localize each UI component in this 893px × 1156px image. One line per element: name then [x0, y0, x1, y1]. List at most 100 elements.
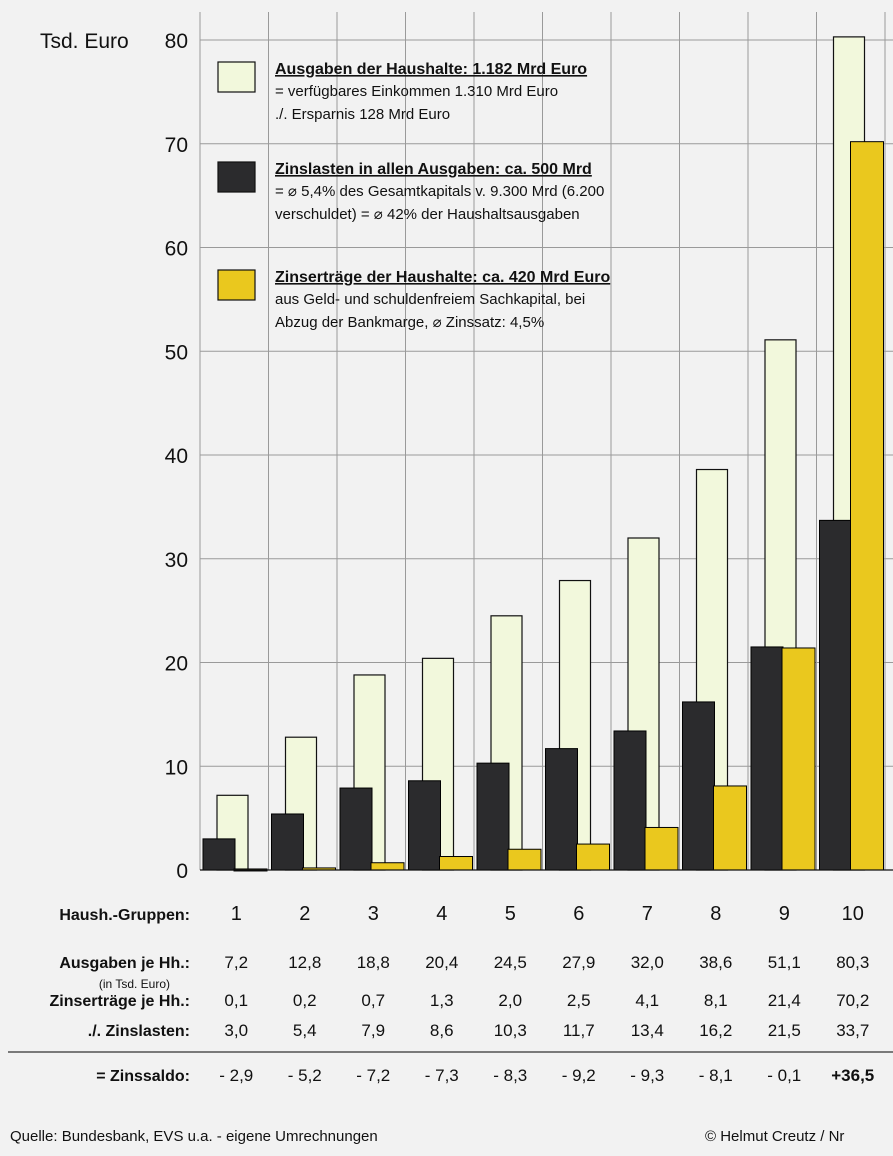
table-cell-1-6: 32,0: [631, 953, 664, 972]
table-cell-3-4: 10,3: [494, 1021, 527, 1040]
legend-swatch-2: [217, 269, 256, 301]
table-cell-3-7: 16,2: [699, 1021, 732, 1040]
table-cell-2-1: 0,2: [293, 991, 317, 1010]
table-cell-0-2: 3: [368, 903, 379, 925]
table-cell-3-3: 8,6: [430, 1021, 454, 1040]
bar-zinslasten-4: [408, 780, 441, 871]
y-tick-label-6: 60: [165, 238, 188, 261]
bars: [202, 36, 884, 872]
table-cell-4-1: - 5,2: [288, 1066, 322, 1085]
y-tick-label-4: 40: [165, 445, 188, 468]
table-label-0: Haush.-Gruppen:: [59, 907, 190, 924]
legend-swatch-0: [217, 61, 256, 93]
table-cell-0-1: 2: [299, 903, 310, 925]
legend-title-2: Zinserträge der Haushalte: ca. 420 Mrd E…: [275, 269, 610, 286]
bar-zinslasten-3: [339, 787, 373, 871]
legend-title-1: Zinslasten in allen Ausgaben: ca. 500 Mr…: [275, 161, 592, 178]
table-cell-3-5: 11,7: [563, 1021, 595, 1040]
y-tick-label-7: 70: [165, 134, 188, 157]
bar-zinsertraege-6: [576, 843, 610, 871]
table-cell-1-9: 80,3: [836, 953, 869, 972]
table-cell-4-5: - 9,2: [562, 1066, 596, 1085]
table-label-3: ./. Zinslasten:: [88, 1023, 190, 1040]
legend-line-1-0: = ⌀ 5,4% des Gesamtkapitals v. 9.300 Mrd…: [275, 183, 604, 200]
table-label-1: Ausgaben je Hh.:: [59, 955, 190, 972]
table-label-4: = Zinssaldo:: [96, 1068, 190, 1085]
table-cell-1-3: 20,4: [425, 953, 458, 972]
bar-zinslasten-1: [202, 838, 236, 871]
table-cell-1-2: 18,8: [357, 953, 390, 972]
table-cell-1-8: 51,1: [768, 953, 801, 972]
table-cell-1-4: 24,5: [494, 953, 527, 972]
credit-note: © Helmut Creutz / Nr: [705, 1128, 845, 1145]
y-tick-label-3: 30: [165, 549, 188, 572]
table-cell-4-2: - 7,2: [356, 1066, 390, 1085]
table-cell-3-6: 13,4: [631, 1021, 664, 1040]
table-cell-1-5: 27,9: [562, 953, 595, 972]
table-cell-1-1: 12,8: [288, 953, 321, 972]
table-cell-2-2: 0,7: [361, 991, 385, 1010]
table-cell-4-9: +36,5: [831, 1066, 874, 1085]
table-label-2: Zinserträge je Hh.:: [50, 993, 190, 1010]
table-cell-0-0: 1: [231, 903, 242, 925]
y-tick-label-8: 80: [165, 30, 188, 53]
table-cell-0-8: 9: [779, 903, 790, 925]
table-cell-4-4: - 8,3: [493, 1066, 527, 1085]
table-cell-2-4: 2,0: [498, 991, 522, 1010]
bar-zinsertraege-10: [850, 141, 884, 871]
legend: Ausgaben der Haushalte: 1.182 Mrd Euro = …: [217, 61, 610, 331]
legend-line-0-1: ./. Ersparnis 128 Mrd Euro: [275, 106, 450, 123]
bar-zinslasten-9: [750, 646, 784, 871]
table-cell-2-9: 70,2: [836, 991, 869, 1010]
table-cell-0-4: 5: [505, 903, 516, 925]
y-tick-label-2: 20: [165, 653, 188, 676]
bar-zinslasten-6: [545, 748, 578, 871]
bar-zinslasten-10: [819, 519, 852, 871]
bar-zinsertraege-8: [713, 785, 747, 871]
legend-title-0: Ausgaben der Haushalte: 1.182 Mrd Euro: [275, 61, 587, 78]
table-cell-3-9: 33,7: [836, 1021, 869, 1040]
bar-zinsertraege-4: [439, 856, 473, 871]
table-cell-3-2: 7,9: [361, 1021, 385, 1040]
table-cell-4-3: - 7,3: [425, 1066, 459, 1085]
data-table: Haush.-Gruppen: 1 2 3 4 5 6 7 8 9 10 Ausgaben je Hh…: [8, 903, 893, 1085]
legend-swatch-1: [217, 161, 256, 193]
y-tick-label-1: 10: [165, 756, 188, 779]
table-cell-4-0: - 2,9: [219, 1066, 253, 1085]
bar-zinslasten-5: [476, 762, 510, 871]
table-cell-0-6: 7: [642, 903, 653, 925]
table-sublabel-1: (in Tsd. Euro): [99, 977, 170, 991]
legend-line-2-1: Abzug der Bankmarge, ⌀ Zinssatz: 4,5%: [275, 314, 544, 331]
bar-zinsertraege-7: [644, 826, 679, 871]
grid: [199, 12, 893, 870]
legend-line-0-0: = verfügbares Einkommen 1.310 Mrd Euro: [275, 83, 558, 100]
bar-zinsertraege-3: [370, 862, 405, 871]
table-cell-1-7: 38,6: [699, 953, 732, 972]
table-cell-3-8: 21,5: [768, 1021, 801, 1040]
table-cell-3-1: 5,4: [293, 1021, 317, 1040]
bar-zinslasten-8: [682, 701, 715, 871]
bar-zinsertraege-5: [507, 848, 542, 871]
source-note: Quelle: Bundesbank, EVS u.a. - eigene Um…: [10, 1128, 378, 1145]
legend-line-2-0: aus Geld- und schuldenfreiem Sachkapital…: [275, 291, 585, 308]
y-tick-label-0: 0: [176, 860, 188, 883]
table-cell-4-7: - 8,1: [699, 1066, 733, 1085]
legend-line-1-1: verschuldet) = ⌀ 42% der Haushaltsausgab…: [275, 206, 580, 223]
table-cell-2-6: 4,1: [635, 991, 659, 1010]
table-cell-4-8: - 0,1: [767, 1066, 801, 1085]
bar-zinslasten-7: [613, 730, 647, 871]
axis: 0 10 20 30 40 50 60 70 80 Tsd. Euro: [40, 30, 893, 883]
table-cell-0-9: 10: [842, 903, 864, 925]
table-cell-4-6: - 9,3: [630, 1066, 664, 1085]
table-cell-0-3: 4: [436, 903, 447, 925]
table-cell-2-8: 21,4: [768, 991, 801, 1010]
bar-zinsertraege-9: [781, 647, 816, 871]
table-cell-2-0: 0,1: [224, 991, 248, 1010]
table-cell-2-7: 8,1: [704, 991, 728, 1010]
table-cell-0-7: 8: [710, 903, 721, 925]
y-axis-unit: Tsd. Euro: [40, 30, 129, 53]
bar-zinslasten-2: [271, 813, 304, 871]
table-cell-2-5: 2,5: [567, 991, 591, 1010]
table-cell-3-0: 3,0: [224, 1021, 248, 1040]
